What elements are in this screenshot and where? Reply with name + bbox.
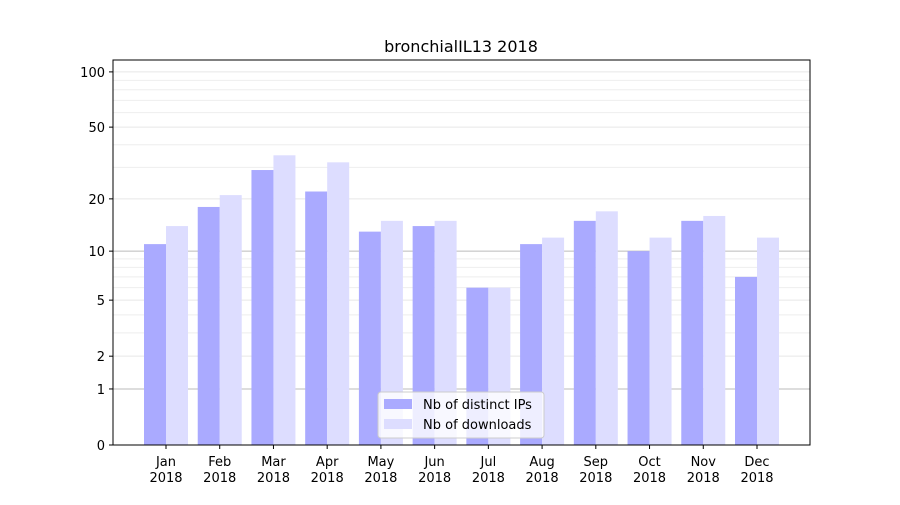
bar-distinct-ips bbox=[144, 244, 166, 445]
y-tick-label: 0 bbox=[97, 439, 105, 454]
bar-downloads bbox=[273, 155, 296, 445]
legend-box bbox=[377, 391, 545, 439]
bar-distinct-ips bbox=[681, 220, 704, 445]
bar-distinct-ips bbox=[735, 276, 757, 445]
bar-distinct-ips bbox=[358, 231, 381, 445]
x-tick-label: Oct 2018 bbox=[633, 455, 666, 486]
x-tick-label: Feb 2018 bbox=[203, 455, 236, 486]
y-axis: 0 1 2 5 10 20 50 100 bbox=[80, 66, 113, 454]
y-tick-label: 1 bbox=[97, 383, 105, 398]
bar-distinct-ips bbox=[197, 206, 220, 445]
bar-downloads bbox=[380, 220, 403, 445]
x-tick-label: Mar 2018 bbox=[257, 455, 290, 486]
bar-downloads bbox=[166, 226, 188, 445]
x-tick-label: Aug 2018 bbox=[526, 455, 559, 486]
bar-downloads bbox=[649, 237, 672, 445]
legend-label: Nb of downloads bbox=[423, 418, 532, 433]
bar-downloads bbox=[327, 162, 350, 445]
plot-frame bbox=[112, 59, 811, 446]
legend-swatch bbox=[384, 419, 412, 429]
bar-downloads bbox=[757, 237, 779, 445]
bar-distinct-ips bbox=[251, 170, 274, 445]
bar-downloads bbox=[434, 220, 457, 445]
y-tick-label: 5 bbox=[97, 294, 105, 309]
y-tick-label: 10 bbox=[88, 245, 105, 260]
bar-downloads bbox=[595, 211, 618, 445]
bar-distinct-ips bbox=[305, 191, 328, 445]
x-tick-label: Dec 2018 bbox=[740, 455, 773, 486]
legend-swatch bbox=[384, 399, 412, 409]
y-tick-label: 50 bbox=[88, 121, 105, 136]
x-tick-label: Jan 2018 bbox=[149, 455, 182, 486]
bar-downloads bbox=[219, 195, 242, 445]
bar-distinct-ips bbox=[573, 220, 596, 445]
x-axis: Jan 2018 Feb 2018 Mar 2018 Apr 2018 May 2018 Jun 20… bbox=[149, 445, 774, 486]
y-tick-label: 2 bbox=[97, 350, 105, 365]
bar-downloads bbox=[703, 215, 726, 445]
x-tick-label: Jul 2018 bbox=[472, 455, 505, 486]
legend-label: Nb of distinct IPs bbox=[423, 398, 532, 413]
x-tick-label: Sep 2018 bbox=[579, 455, 612, 486]
x-tick-label: Nov 2018 bbox=[687, 455, 720, 486]
y-tick-label: 20 bbox=[88, 193, 105, 208]
x-tick-label: Jun 2018 bbox=[418, 455, 451, 486]
chart-title: bronchialIL13 2018 bbox=[384, 37, 538, 56]
x-tick-label: Apr 2018 bbox=[311, 455, 344, 486]
y-tick-label: 100 bbox=[80, 66, 105, 81]
bar-distinct-ips bbox=[627, 251, 650, 445]
bar-distinct-ips bbox=[412, 226, 435, 445]
bar-downloads bbox=[542, 237, 565, 445]
legend: Nb of distinct IPs Nb of downloads bbox=[377, 391, 545, 439]
x-tick-label: May 2018 bbox=[364, 455, 397, 486]
